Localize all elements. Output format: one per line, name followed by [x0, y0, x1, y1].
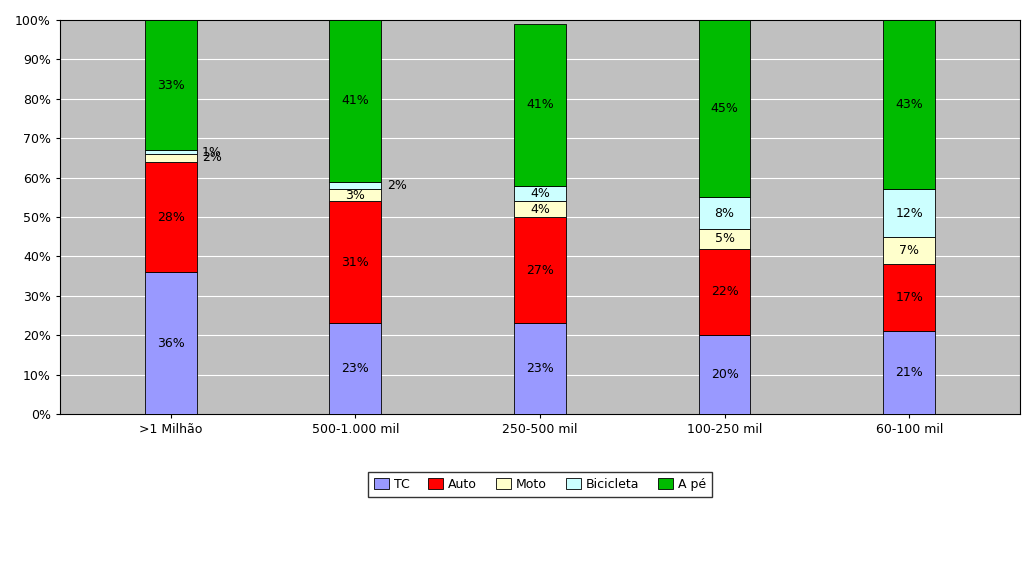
Bar [699, 20, 750, 197]
Text: 36%: 36% [157, 337, 184, 349]
Bar [514, 24, 566, 185]
Bar [514, 323, 566, 414]
Text: 21%: 21% [895, 366, 923, 379]
Text: 2%: 2% [387, 179, 407, 192]
Text: 41%: 41% [526, 98, 554, 111]
Bar [699, 335, 750, 414]
Bar [145, 272, 197, 414]
Bar [699, 229, 750, 249]
Bar [145, 150, 197, 154]
Bar [514, 185, 566, 201]
Text: 8%: 8% [714, 207, 735, 220]
Text: 12%: 12% [895, 207, 923, 220]
Bar [699, 249, 750, 335]
Text: 45%: 45% [711, 102, 739, 115]
Text: 4%: 4% [530, 203, 550, 216]
Bar [514, 201, 566, 217]
Bar [883, 331, 935, 414]
Text: 27%: 27% [526, 264, 554, 277]
Bar [883, 189, 935, 237]
Bar [329, 189, 381, 201]
Bar [883, 20, 935, 189]
Text: 23%: 23% [342, 362, 369, 376]
Bar [514, 217, 566, 323]
Text: 20%: 20% [711, 368, 739, 381]
Bar [329, 20, 381, 182]
Text: 31%: 31% [342, 256, 369, 269]
Bar [883, 237, 935, 265]
Text: 43%: 43% [895, 98, 923, 111]
Text: 22%: 22% [711, 286, 738, 298]
Text: 33%: 33% [157, 79, 184, 92]
Text: 28%: 28% [156, 211, 184, 224]
Legend: TC, Auto, Moto, Bicicleta, A pé: TC, Auto, Moto, Bicicleta, A pé [367, 472, 712, 497]
Text: 5%: 5% [714, 232, 735, 245]
Text: 23%: 23% [526, 362, 554, 376]
Bar [699, 197, 750, 229]
Bar [329, 182, 381, 189]
Text: 3%: 3% [346, 189, 365, 202]
Bar [145, 20, 197, 150]
Text: 17%: 17% [895, 291, 923, 304]
Bar [145, 162, 197, 272]
Bar [329, 201, 381, 323]
Text: 1%: 1% [202, 146, 221, 159]
Text: 4%: 4% [530, 187, 550, 200]
Text: 7%: 7% [899, 244, 919, 257]
Bar [329, 323, 381, 414]
Text: 2%: 2% [202, 151, 221, 164]
Bar [883, 265, 935, 331]
Bar [145, 154, 197, 162]
Text: 41%: 41% [342, 94, 369, 108]
